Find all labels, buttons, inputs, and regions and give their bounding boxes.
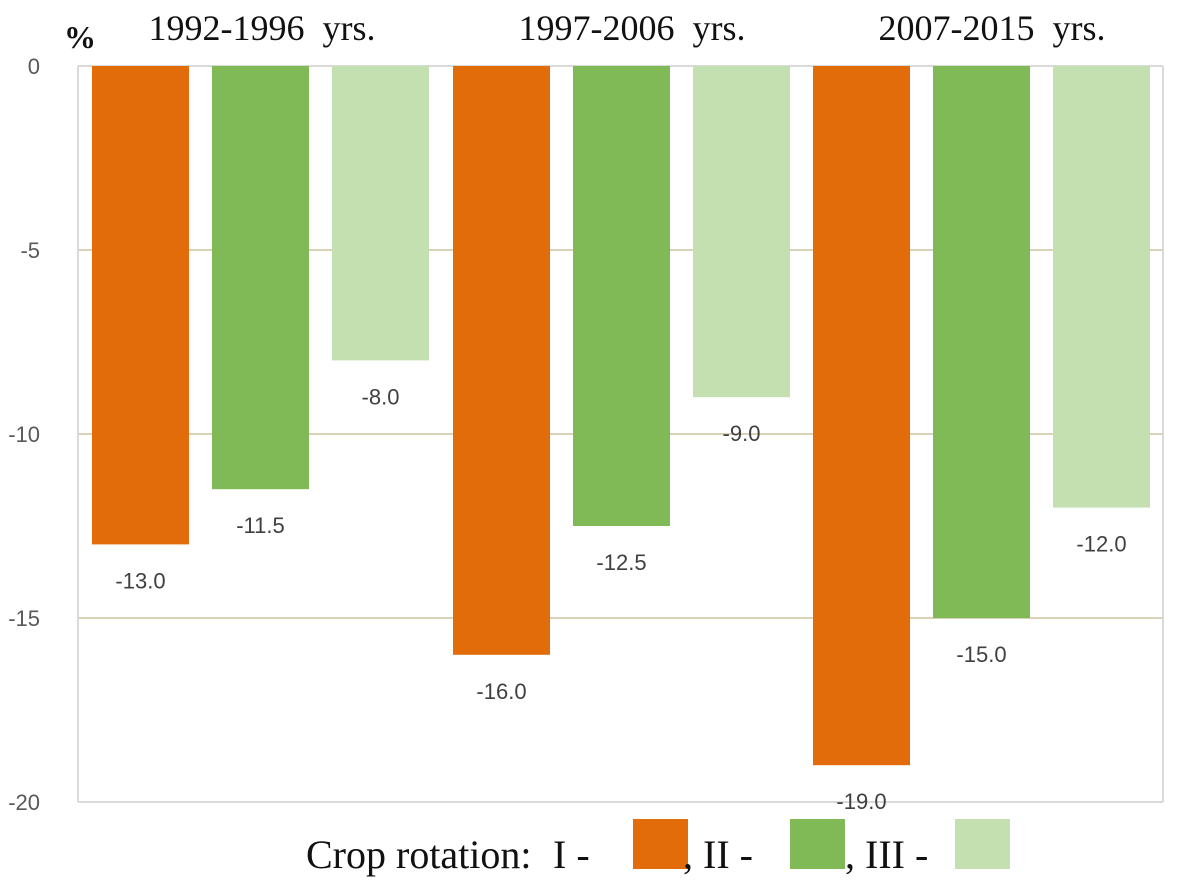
legend-swatch [790, 819, 845, 869]
bar [92, 66, 189, 545]
data-label: -8.0 [362, 384, 400, 409]
legend-label: I - [553, 832, 590, 877]
bar [453, 66, 550, 655]
legend-label: , II - [683, 832, 753, 877]
period-titles: 1992-1996 yrs. 1997-2006 yrs. 2007-2015 yr… [149, 8, 1106, 48]
legend-swatch [633, 819, 688, 869]
bar [813, 66, 910, 766]
data-labels: -13.0 -16.0 -19.0 -11.5 -12.5 -15.0 -8.0 -9.0 -1… [115, 384, 1126, 814]
y-tick-label: -10 [8, 422, 40, 447]
data-label: -11.5 [236, 513, 285, 538]
data-label: -15.0 [956, 642, 1006, 667]
bars [92, 66, 1150, 766]
y-tick-label: 0 [28, 54, 40, 79]
data-label: -16.0 [476, 679, 526, 704]
bar [933, 66, 1030, 618]
y-unit-label: % [64, 19, 96, 55]
data-label: -19.0 [836, 789, 886, 814]
legend-title: Crop rotation: [306, 832, 532, 877]
bar [212, 66, 309, 490]
bar [332, 66, 429, 361]
data-label: -13.0 [115, 568, 165, 593]
data-label: -9.0 [723, 421, 761, 446]
legend: Crop rotation: I - , II - , III - [306, 819, 1010, 877]
y-tick-label: -5 [20, 238, 40, 263]
data-label: -12.0 [1076, 532, 1126, 557]
period-title: 1997-2006 yrs. [519, 8, 746, 48]
y-tick-labels: 0 -5 -10 -15 -20 [8, 54, 40, 815]
bar [1053, 66, 1150, 508]
y-tick-label: -15 [8, 606, 40, 631]
period-title: 1992-1996 yrs. [149, 8, 376, 48]
legend-label: , III - [845, 832, 928, 877]
period-title: 2007-2015 yrs. [879, 8, 1106, 48]
data-label: -12.5 [596, 550, 646, 575]
bar [573, 66, 670, 526]
y-tick-label: -20 [8, 790, 40, 815]
legend-swatch [955, 819, 1010, 869]
bar [693, 66, 790, 398]
